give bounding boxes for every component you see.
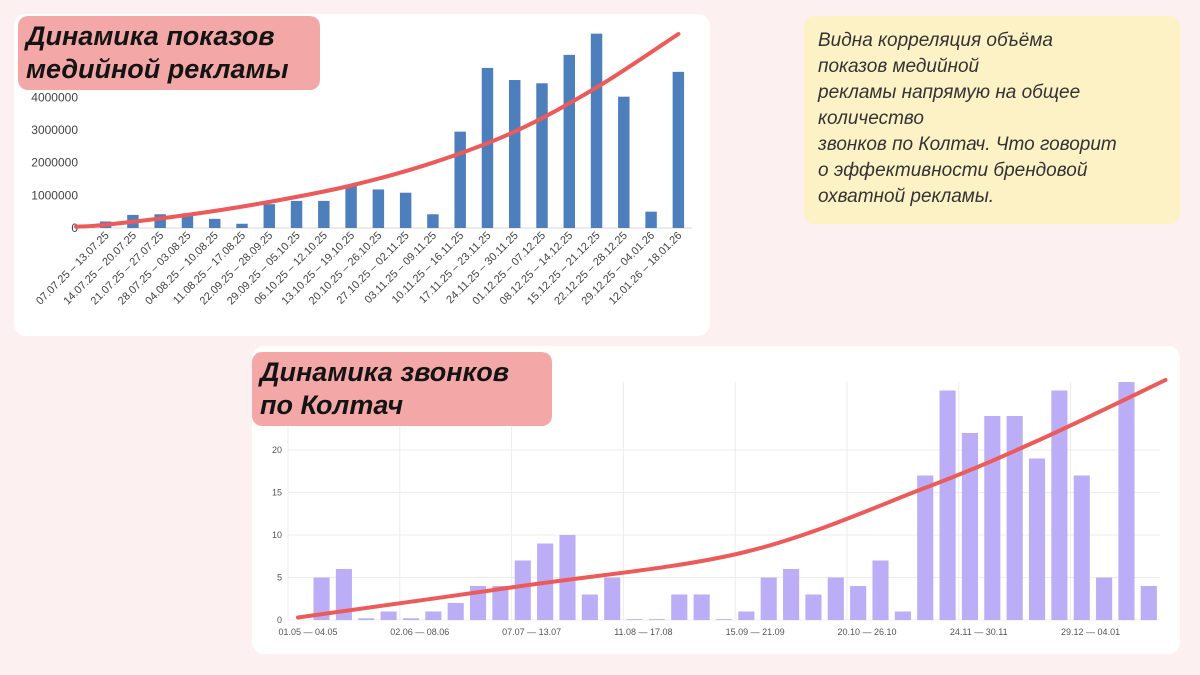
note-line: звонков по Колтач. Что говорит [818, 134, 1117, 155]
trend-line [74, 32, 681, 229]
x-tick-label: 01.05 — 04.05 [278, 627, 337, 637]
bar [648, 619, 665, 620]
title-line: Динамика показов [26, 21, 275, 51]
x-tick-label: 24.11 — 30.11 [950, 627, 1008, 637]
bar [492, 586, 509, 620]
bar [672, 71, 685, 228]
y-tick-label: 20 [272, 445, 282, 455]
y-tick-label: 15 [272, 488, 282, 498]
bar [760, 577, 777, 620]
bar [645, 211, 657, 228]
bar [1051, 390, 1068, 620]
x-tick-label: 29.12 — 04.01 [1061, 627, 1120, 637]
bar [509, 80, 521, 229]
bar [209, 218, 221, 228]
bar [372, 189, 385, 228]
x-tick-label: 15.09 — 21.09 [726, 627, 785, 637]
bar [481, 67, 494, 228]
y-tick-label: 5 [277, 573, 282, 583]
bar [335, 569, 352, 620]
bar [399, 192, 412, 228]
note-line: охватной рекламы. [818, 186, 995, 207]
bar [984, 416, 1001, 620]
x-tick-label: 20.10 — 26.10 [837, 627, 896, 637]
bar [872, 560, 889, 620]
x-tick-label: 07.07 — 13.07 [502, 627, 561, 637]
y-tick-label: 3000000 [31, 123, 78, 137]
bar [559, 535, 576, 620]
bar [345, 184, 357, 228]
y-tick-label: 4000000 [31, 90, 78, 104]
bar [536, 83, 548, 228]
bar [427, 214, 439, 228]
bar [805, 594, 822, 620]
bar [1140, 586, 1157, 620]
bar [181, 213, 194, 228]
bar [783, 569, 800, 620]
title-line: по Колтач [260, 390, 404, 420]
impressions-chart-title: Динамика показов медийной рекламы [18, 16, 320, 90]
bar [425, 611, 442, 620]
bar [626, 619, 643, 620]
bar [894, 611, 911, 620]
y-tick-label: 2000000 [31, 156, 78, 170]
bar [693, 594, 710, 620]
bar [380, 611, 397, 620]
bar [313, 577, 330, 620]
x-tick-label: 11.08 — 17.08 [614, 627, 672, 637]
bar [454, 131, 466, 228]
bar [563, 54, 575, 228]
note-line: рекламы напрямую на общее [818, 82, 1081, 103]
bar [402, 618, 420, 620]
bar [1006, 416, 1023, 620]
bar [850, 586, 867, 620]
bar [581, 594, 598, 620]
y-tick-label: 1000000 [31, 188, 78, 202]
bar [514, 560, 531, 620]
bar [358, 618, 375, 620]
note-line: о эффективности брендовой [818, 160, 1088, 181]
calls-chart-title: Динамика звонков по Колтач [252, 352, 552, 426]
bar [447, 603, 464, 620]
y-tick-label: 0 [277, 615, 282, 625]
bar [1118, 382, 1135, 620]
bar [917, 475, 934, 620]
bar [961, 433, 978, 620]
note-line: количество [818, 108, 924, 129]
bar [1096, 577, 1113, 620]
trend-line [296, 378, 1168, 620]
bar [738, 611, 755, 620]
title-line: медийной рекламы [26, 54, 289, 84]
x-tick-label: 02.06 — 08.06 [390, 627, 449, 637]
bar [1073, 475, 1090, 620]
bar [618, 96, 630, 229]
bar [318, 200, 330, 228]
bar [263, 204, 275, 228]
bar [671, 594, 688, 620]
bar [590, 33, 603, 229]
note-line: Видна корреляция объёма [818, 30, 1053, 51]
bar [939, 390, 956, 620]
bar [604, 577, 621, 620]
title-line: Динамика звонков [260, 357, 510, 387]
bar [1028, 458, 1046, 620]
bar [154, 214, 166, 228]
bar [715, 619, 733, 620]
y-tick-label: 10 [272, 530, 282, 540]
bar [290, 200, 303, 228]
bar [827, 577, 844, 620]
bar [236, 223, 248, 228]
correlation-note: Видна корреляция объёма показов медийной… [804, 16, 1180, 224]
note-line: показов медийной [818, 56, 980, 77]
